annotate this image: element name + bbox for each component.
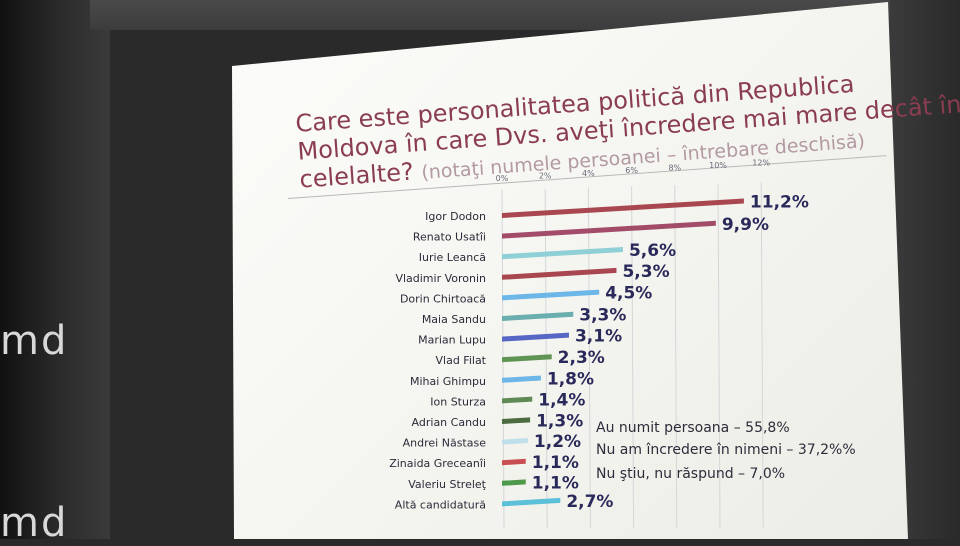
bar bbox=[502, 458, 526, 466]
annotation-dont-know: Nu ştiu, nu răspund – 7,0% bbox=[596, 466, 786, 482]
data-label: 1,1% bbox=[532, 453, 579, 473]
data-label: 3,3% bbox=[579, 306, 626, 326]
bar bbox=[502, 289, 600, 301]
category-label: Vladimir Voronin bbox=[395, 272, 486, 285]
category-label: Iurie Leancă bbox=[419, 251, 486, 264]
data-label: 1,2% bbox=[534, 432, 581, 452]
bar bbox=[502, 479, 526, 486]
x-tick-label: 6% bbox=[625, 166, 638, 175]
gridline bbox=[717, 183, 721, 529]
gridline bbox=[587, 187, 591, 529]
room-wall-left bbox=[0, 0, 110, 539]
bar bbox=[502, 311, 574, 321]
gridline bbox=[631, 186, 635, 529]
x-tick-label: 12% bbox=[752, 158, 770, 167]
category-label: Igor Dodon bbox=[425, 210, 486, 223]
category-label: Renato Usatîi bbox=[413, 231, 486, 244]
category-label: Zinaida Greceanîi bbox=[389, 457, 486, 470]
bar bbox=[502, 375, 541, 383]
bar bbox=[502, 332, 569, 342]
bar bbox=[502, 417, 531, 424]
x-tick-label: 10% bbox=[709, 161, 727, 170]
category-label: Vlad Filat bbox=[436, 354, 487, 367]
data-label: 4,5% bbox=[605, 284, 652, 304]
bar bbox=[502, 198, 744, 218]
x-tick-label: 2% bbox=[539, 171, 552, 180]
annotation-named: Au numit persoana – 55,8% bbox=[596, 420, 790, 436]
bar bbox=[502, 267, 617, 280]
data-label: 1,1% bbox=[532, 473, 579, 493]
data-label: 3,1% bbox=[575, 327, 622, 347]
data-label: 5,6% bbox=[629, 241, 676, 261]
wall-logo-text: md bbox=[0, 318, 69, 364]
data-label: 1,8% bbox=[547, 369, 594, 389]
bar bbox=[502, 220, 716, 239]
bar bbox=[502, 354, 552, 363]
data-label: 9,9% bbox=[722, 215, 769, 235]
x-tick-label: 8% bbox=[668, 164, 681, 173]
data-label: 1,3% bbox=[536, 411, 583, 431]
bar bbox=[502, 246, 623, 260]
category-label: Marian Lupu bbox=[418, 334, 486, 347]
x-tick-label: 0% bbox=[496, 174, 509, 183]
category-label: Adrian Candu bbox=[412, 416, 486, 429]
category-label: Valeriu Streleţ bbox=[408, 478, 486, 491]
category-label: Maia Sandu bbox=[422, 313, 486, 326]
gridline bbox=[674, 184, 678, 529]
gridline bbox=[760, 182, 764, 529]
data-label: 2,3% bbox=[558, 348, 605, 368]
annotation-no-trust: Nu am încredere în nimeni – 37,2%% bbox=[596, 442, 856, 458]
category-label: Altă candidatură bbox=[395, 498, 486, 511]
wall-logo-text: md bbox=[0, 500, 69, 546]
bar bbox=[502, 396, 533, 404]
category-label: Ion Sturza bbox=[430, 395, 486, 408]
data-label: 11,2% bbox=[750, 192, 809, 212]
data-label: 5,3% bbox=[622, 262, 669, 282]
data-label: 1,4% bbox=[538, 391, 585, 411]
category-label: Mihai Ghimpu bbox=[410, 375, 486, 388]
bar bbox=[502, 438, 528, 445]
category-label: Dorin Chirtoacă bbox=[400, 292, 486, 305]
category-label: Andrei Năstase bbox=[403, 437, 487, 450]
x-tick-label: 4% bbox=[582, 169, 595, 178]
bar bbox=[502, 497, 561, 507]
data-label: 2,7% bbox=[566, 492, 613, 512]
